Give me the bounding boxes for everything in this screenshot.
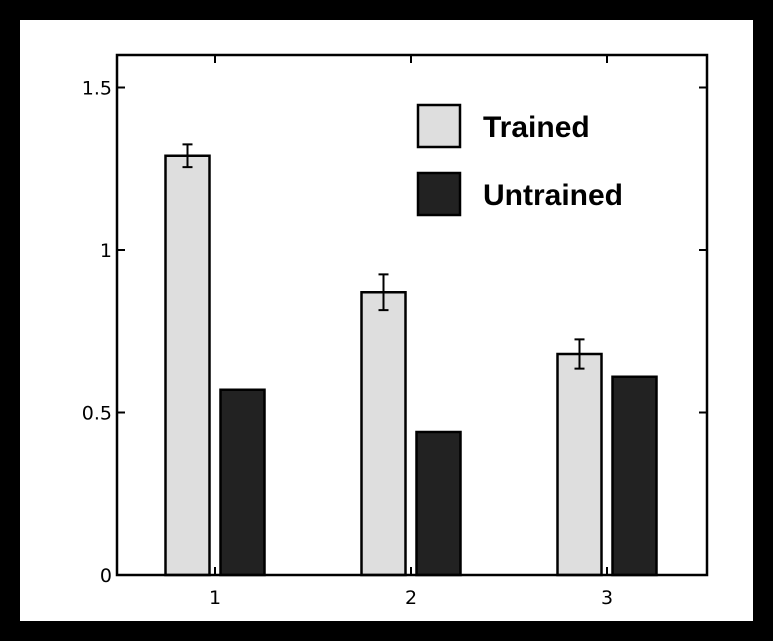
error-bar-3 [574, 338, 585, 370]
y-tick-label: 1 [100, 240, 112, 262]
bar-trained-1 [164, 154, 211, 577]
x-tick-label: 3 [601, 587, 613, 609]
legend-swatch-trained [416, 103, 462, 149]
bar-untrained-1 [219, 388, 266, 577]
legend: Trained Untrained [416, 103, 623, 217]
bar-chart: 0 0.5 1 1.5 1 2 3 Trained Untrained [82, 53, 709, 609]
y-tick-label: 0.5 [82, 403, 112, 425]
bars-layer [164, 143, 658, 577]
legend-swatch-untrained [416, 171, 462, 217]
legend-label-trained: Trained [483, 111, 590, 144]
x-tick-label: 2 [405, 587, 417, 609]
bar-untrained-3 [611, 375, 658, 577]
error-bar-1 [182, 143, 193, 169]
legend-item-trained: Trained [416, 103, 590, 149]
ticks-layer: 0 0.5 1 1.5 1 2 3 [82, 55, 707, 609]
y-tick-label: 0 [100, 565, 112, 587]
bar-untrained-2 [415, 430, 462, 577]
bar-trained-2 [360, 291, 407, 577]
legend-label-untrained: Untrained [483, 179, 623, 212]
x-tick-label: 1 [209, 587, 221, 609]
error-bar-2 [378, 273, 389, 312]
figure-frame: 0 0.5 1 1.5 1 2 3 Trained Untrained [20, 20, 753, 621]
bar-trained-3 [556, 352, 603, 577]
legend-item-untrained: Untrained [416, 171, 623, 217]
y-tick-label: 1.5 [82, 78, 112, 100]
